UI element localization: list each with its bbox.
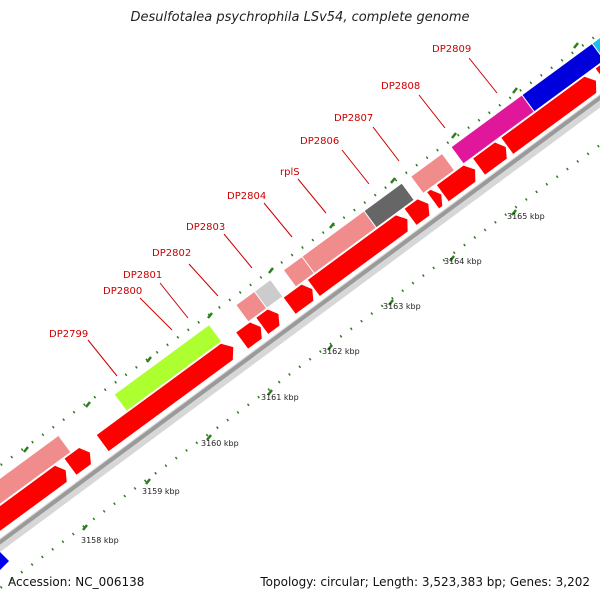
kbp-label: 3164 kbp <box>444 257 482 266</box>
inner-tick-row <box>0 143 600 590</box>
gene-track-outer <box>0 16 600 507</box>
outer-tick-row <box>0 31 600 468</box>
kbp-scale-labels: 3158 kbp 3159 kbp 3160 kbp 3161 kbp 3162… <box>81 212 545 545</box>
gene-label-dp2808: DP2808 <box>381 81 420 92</box>
gene-label-dp2809: DP2809 <box>432 44 471 55</box>
gene-labels: DP2799 DP2800 DP2801 DP2802 DP2803 DP280… <box>49 44 471 340</box>
map-title: Desulfotalea psychrophila LSv54, complet… <box>130 10 470 25</box>
gene-label-dp2806: DP2806 <box>300 136 339 147</box>
kbp-label: 3162 kbp <box>322 347 360 356</box>
backbone-shadow <box>0 93 600 553</box>
gene-label-dp2799: DP2799 <box>49 329 88 340</box>
gene-fragment-blue <box>0 552 9 570</box>
gene-track-inner <box>0 44 600 532</box>
gene-label-dp2800: DP2800 <box>103 286 142 297</box>
gene-label-dp2802: DP2802 <box>152 248 191 259</box>
gene-label-dp2804: DP2804 <box>227 191 266 202</box>
gene-label-dp2801: DP2801 <box>123 270 162 281</box>
kbp-label: 3159 kbp <box>142 487 180 496</box>
gene-label-dp2803: DP2803 <box>186 222 225 233</box>
kbp-label: 3161 kbp <box>261 393 299 402</box>
major-ticks <box>23 42 579 531</box>
kbp-label: 3160 kbp <box>201 439 239 448</box>
genome-summary-text: Topology: circular; Length: 3,523,383 bp… <box>260 575 590 589</box>
kbp-label: 3165 kbp <box>507 212 545 221</box>
gene-callouts <box>87 57 498 377</box>
gene-label-rpls: rplS <box>280 167 300 178</box>
kbp-label: 3158 kbp <box>81 536 119 545</box>
kbp-label: 3163 kbp <box>383 302 421 311</box>
gene-label-dp2807: DP2807 <box>334 113 373 124</box>
backbone-line <box>0 95 600 545</box>
accession-text: Accession: NC_006138 <box>8 575 145 589</box>
